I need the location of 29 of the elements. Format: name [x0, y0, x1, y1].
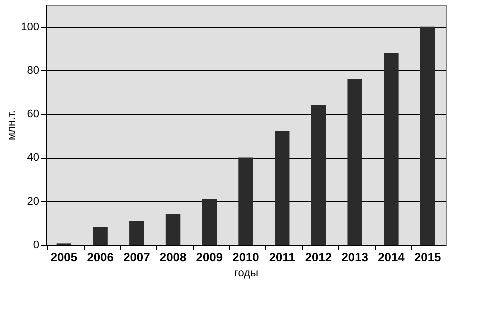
bar	[93, 228, 108, 245]
bar	[202, 199, 217, 245]
x-axis-title: годы	[234, 268, 259, 280]
x-tick-label: 2012	[305, 250, 332, 264]
bar	[130, 221, 144, 245]
bar	[420, 26, 436, 245]
bar	[238, 158, 254, 245]
bar	[166, 214, 181, 245]
x-tick-label: 2010	[232, 250, 260, 264]
x-tick-label: 2011	[269, 250, 296, 264]
bar	[311, 105, 326, 245]
bar	[384, 53, 399, 245]
x-tick-label: 2009	[196, 250, 224, 264]
y-tick-label: 40	[27, 152, 40, 164]
y-axis-title: млн.т.	[6, 110, 18, 140]
bar	[348, 79, 362, 245]
y-tick-label: 80	[27, 64, 40, 77]
x-tick-label: 2005	[50, 250, 78, 264]
bar	[275, 132, 290, 245]
x-tick-label: 2007	[124, 250, 151, 264]
y-tick-label: 0	[33, 240, 40, 252]
x-tick-label: 2006	[87, 250, 114, 264]
y-tick-label: 20	[27, 196, 40, 208]
y-tick-label: 100	[21, 21, 40, 34]
x-tick-label: 2015	[414, 250, 442, 264]
x-tick-label: 2013	[342, 250, 369, 264]
x-tick-label: 2014	[378, 250, 406, 264]
x-tick-label: 2008	[160, 250, 187, 264]
y-tick-label: 60	[27, 108, 40, 121]
